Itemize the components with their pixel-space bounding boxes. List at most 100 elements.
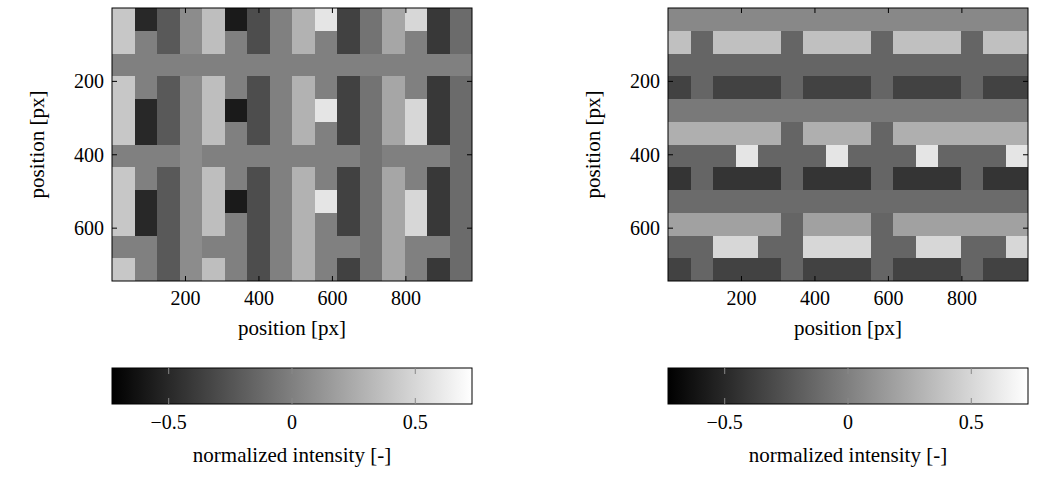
heatmap-cell — [270, 190, 293, 213]
heatmap-cell — [983, 258, 1006, 281]
heatmap-cell — [247, 145, 270, 168]
heatmap-cell — [180, 8, 203, 31]
heatmap-cell — [405, 167, 428, 190]
heatmap-cell — [871, 76, 894, 99]
heatmap-cell — [112, 258, 135, 281]
heatmap-cell — [983, 76, 1006, 99]
x-tick-label: 400 — [800, 287, 830, 309]
heatmap-cell — [691, 122, 714, 145]
x-tick — [814, 8, 815, 13]
heatmap-cell — [382, 236, 405, 259]
heatmap-cell — [337, 122, 360, 145]
heatmap-cell — [202, 258, 225, 281]
heatmap-cell — [826, 8, 849, 31]
heatmap-cell — [983, 8, 1006, 31]
heatmap-cell — [961, 31, 984, 54]
heatmap-cell — [180, 122, 203, 145]
heatmap-cell — [360, 122, 383, 145]
heatmap-cell — [961, 99, 984, 122]
heatmap-cell — [1006, 8, 1029, 31]
heatmap-cell — [360, 190, 383, 213]
heatmap-cell — [736, 145, 759, 168]
heatmap-cell — [360, 213, 383, 236]
heatmap-cell — [405, 76, 428, 99]
heatmap-cell — [781, 258, 804, 281]
heatmap-cell — [247, 54, 270, 77]
y-tick-label: 400 — [630, 144, 660, 166]
colorbar-tick — [168, 398, 169, 404]
heatmap-cell — [736, 190, 759, 213]
heatmap-cell — [871, 8, 894, 31]
heatmap-cell — [315, 122, 338, 145]
x-tick-label: 600 — [873, 287, 903, 309]
heatmap-cell — [450, 236, 473, 259]
heatmap-cell — [803, 213, 826, 236]
heatmap-cell — [225, 145, 248, 168]
heatmap-cell — [360, 167, 383, 190]
heatmap-cell — [736, 258, 759, 281]
colorbar-title: normalized intensity [-] — [193, 443, 391, 467]
heatmap-cell — [781, 54, 804, 77]
heatmap-cell — [202, 190, 225, 213]
heatmap-cell — [848, 236, 871, 259]
heatmap-cell — [157, 54, 180, 77]
heatmap-cell — [826, 54, 849, 77]
x-tick-label: 600 — [317, 287, 347, 309]
heatmap-cell — [916, 258, 939, 281]
heatmap-cell — [713, 54, 736, 77]
heatmap-cell — [270, 54, 293, 77]
heatmap-cell — [916, 99, 939, 122]
x-tick-label: 800 — [391, 287, 421, 309]
heatmap-cell — [691, 145, 714, 168]
heatmap-cell — [270, 31, 293, 54]
heatmap-cell — [405, 258, 428, 281]
heatmap-cell — [691, 190, 714, 213]
colorbar-tick — [848, 368, 849, 374]
heatmap-cell — [270, 167, 293, 190]
heatmap-cell — [691, 76, 714, 99]
heatmap-cell — [938, 31, 961, 54]
colorbar-tick — [168, 368, 169, 374]
heatmap-cell — [938, 145, 961, 168]
heatmap-cell — [893, 54, 916, 77]
heatmap-cell — [803, 258, 826, 281]
heatmap-cell — [691, 8, 714, 31]
heatmap-cell — [135, 122, 158, 145]
heatmap-cell — [871, 167, 894, 190]
heatmap-cell — [691, 99, 714, 122]
heatmap-cell — [315, 258, 338, 281]
heatmap-cell — [315, 99, 338, 122]
heatmap-cell — [803, 122, 826, 145]
heatmap-cell — [781, 213, 804, 236]
heatmap-cell — [427, 167, 450, 190]
heatmap-cell — [893, 145, 916, 168]
heatmap-cell — [713, 258, 736, 281]
heatmap-cell — [781, 236, 804, 259]
heatmap-cell — [135, 258, 158, 281]
heatmap-cell — [360, 99, 383, 122]
heatmap-cell — [713, 190, 736, 213]
colorbar-tick — [971, 368, 972, 374]
heatmap-cell — [315, 31, 338, 54]
y-tick — [668, 154, 673, 155]
panel: 200400600800200400600position [px]positi… — [25, 8, 473, 467]
heatmap-cell — [112, 145, 135, 168]
x-tick-label: 200 — [726, 287, 756, 309]
heatmap-cell — [893, 190, 916, 213]
heatmap-cell — [826, 145, 849, 168]
heatmap-cell — [713, 213, 736, 236]
heatmap-cell — [247, 8, 270, 31]
heatmap-cell — [382, 76, 405, 99]
heatmap-cell — [292, 145, 315, 168]
colorbar-tick — [724, 398, 725, 404]
heatmap-cell — [668, 31, 691, 54]
heatmap-cell — [961, 54, 984, 77]
heatmap-cell — [848, 8, 871, 31]
heatmap-cell — [871, 54, 894, 77]
colorbar-tick — [971, 398, 972, 404]
heatmap-cell — [225, 76, 248, 99]
heatmap-cell — [871, 258, 894, 281]
heatmap-cell — [405, 213, 428, 236]
x-tick — [405, 276, 406, 281]
heatmap-cell — [736, 167, 759, 190]
